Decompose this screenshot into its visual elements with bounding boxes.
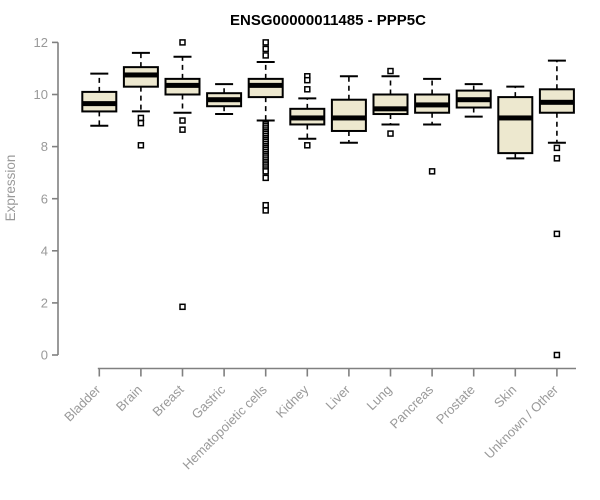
boxplot-bladder [81, 72, 118, 127]
boxplot-kidney [289, 73, 326, 149]
boxplot-unknown-other [538, 59, 575, 359]
outlier-point [262, 45, 269, 53]
x-tick-label-breast: Breast [149, 382, 186, 419]
x-tick-label-liver: Liver [322, 382, 353, 413]
x-tick-label-lung: Lung [364, 382, 395, 413]
outlier-point [179, 117, 186, 124]
y-tick-label: 10 [34, 87, 48, 102]
y-tick-label: 12 [34, 35, 48, 50]
y-tick-label: 6 [41, 191, 48, 206]
boxplot-gastric [206, 83, 243, 116]
x-tick-label-kidney: Kidney [273, 382, 312, 421]
iqr-box [330, 98, 367, 132]
median-line [415, 102, 450, 108]
median-line [290, 115, 325, 121]
outlier-point [553, 155, 561, 162]
boxplot-breast [164, 39, 201, 311]
boxplot-prostate [455, 83, 492, 118]
x-tick-label-gastric: Gastric [189, 382, 229, 422]
outlier-point [387, 130, 394, 137]
boxplot-skin [497, 85, 534, 160]
outlier-point [553, 230, 561, 238]
iqr-box [247, 77, 284, 99]
outlier-point [262, 201, 269, 209]
median-line [456, 97, 491, 103]
boxplot-liver [330, 75, 367, 144]
median-line [207, 97, 242, 103]
chart-title: ENSG00000011485 - PPP5C [230, 12, 426, 29]
outlier-point [137, 114, 145, 122]
x-tick-label-pancreas: Pancreas [387, 382, 437, 432]
y-tick-label: 8 [41, 139, 48, 154]
outlier-point [179, 126, 186, 133]
x-tick-label-bladder: Bladder [61, 382, 104, 425]
outlier-point [387, 67, 394, 75]
outlier-point [304, 86, 311, 93]
outlier-point [137, 119, 145, 127]
boxplot-brain [122, 51, 159, 149]
boxplot-pancreas [414, 77, 451, 175]
iqr-box [497, 96, 534, 155]
y-tick-label: 0 [41, 348, 48, 363]
x-tick-label-prostate: Prostate [433, 382, 478, 427]
outlier-point [553, 351, 561, 359]
outlier-point [428, 168, 436, 175]
outlier-point [137, 142, 145, 149]
median-line [123, 72, 158, 78]
median-line [539, 99, 574, 105]
median-line [498, 115, 533, 121]
boxplots [81, 39, 575, 359]
x-tick-label-skin: Skin [491, 382, 519, 410]
y-axis-title: Expression [3, 155, 18, 222]
median-line [82, 101, 117, 107]
y-tick-label: 4 [41, 243, 48, 258]
outlier-point [179, 39, 186, 46]
outlier-point [553, 144, 561, 152]
median-line [331, 115, 366, 121]
median-line [248, 82, 283, 88]
x-tick-label-unknown-other: Unknown / Other [481, 382, 561, 462]
median-line [165, 82, 200, 88]
outlier-point [262, 39, 269, 46]
outlier-point [262, 168, 269, 175]
outlier-point [262, 207, 269, 214]
boxplot-lung [372, 67, 409, 137]
y-tick-label: 2 [41, 295, 48, 310]
median-line [373, 106, 408, 112]
outlier-point [262, 174, 269, 182]
outlier-point [179, 303, 186, 311]
outlier-point [262, 52, 269, 59]
outlier-point [304, 76, 311, 84]
boxplot-hematopoietic-cells [247, 39, 284, 214]
x-tick-label-brain: Brain [113, 382, 145, 414]
outlier-point [304, 142, 311, 149]
